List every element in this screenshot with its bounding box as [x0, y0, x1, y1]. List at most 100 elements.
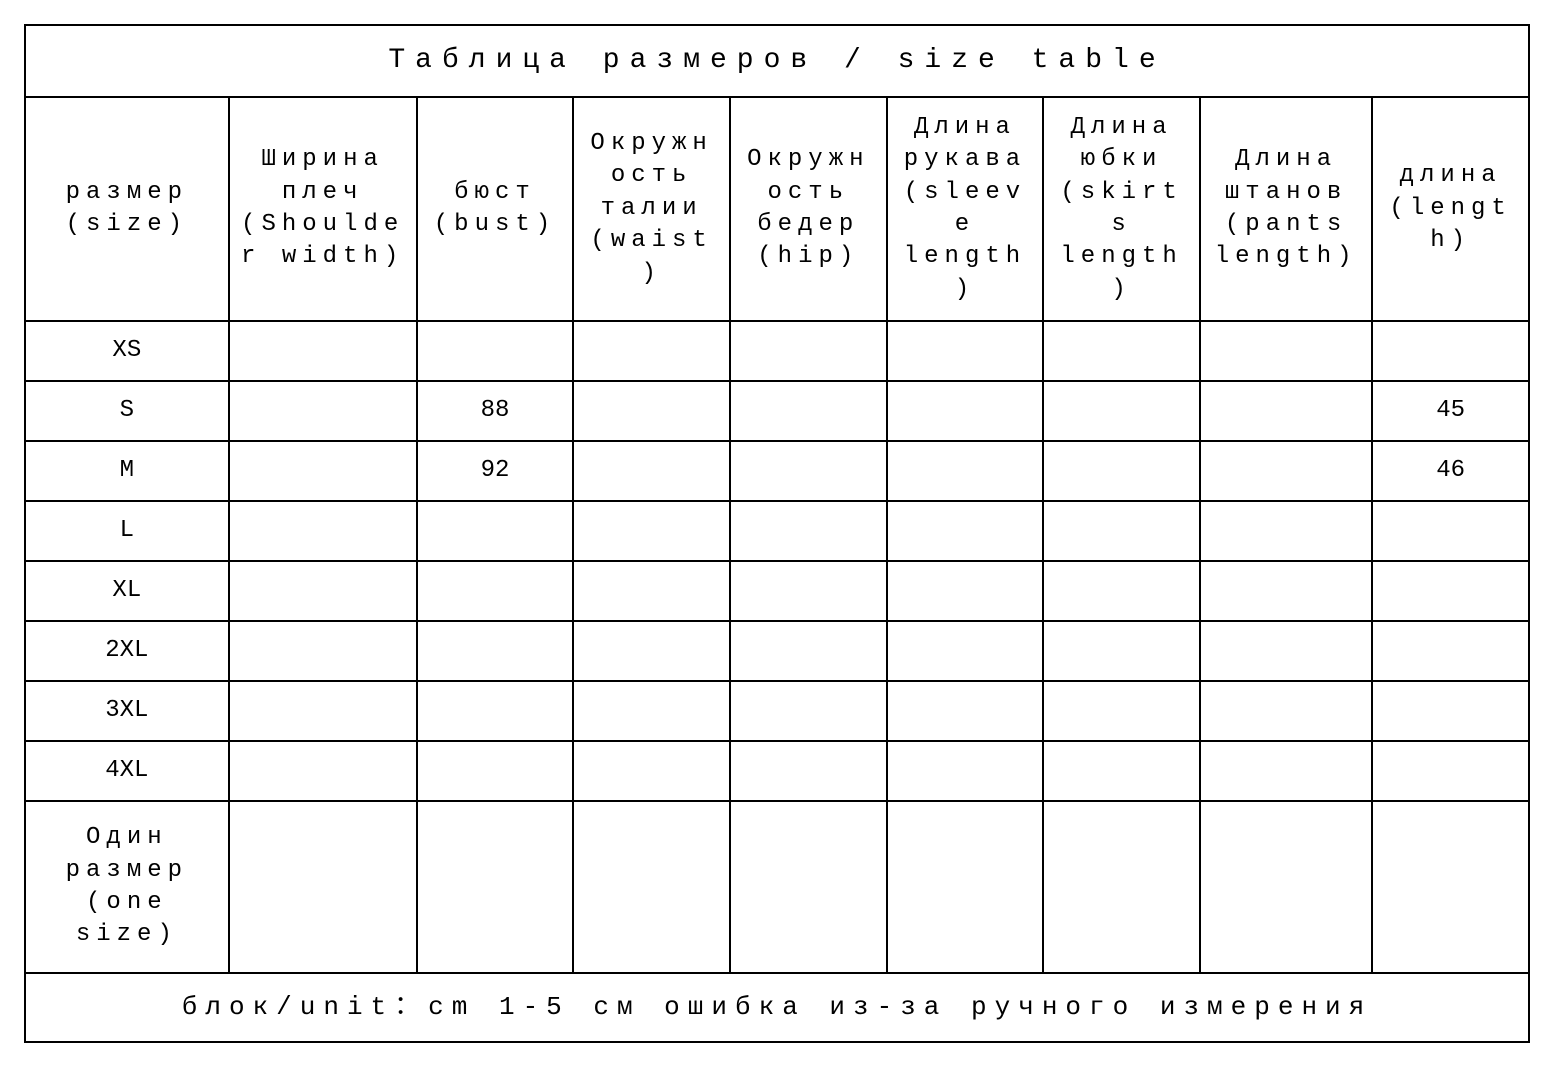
cell-shoulder: [229, 741, 417, 801]
cell-pants: [1200, 681, 1372, 741]
table-row: L: [25, 501, 1529, 561]
cell-size: S: [25, 381, 229, 441]
cell-waist: [573, 441, 730, 501]
cell-length: [1372, 801, 1529, 973]
cell-pants: [1200, 561, 1372, 621]
cell-pants: [1200, 801, 1372, 973]
cell-sleeve: [887, 381, 1044, 441]
size-table: Таблица размеров / size table размер (si…: [24, 24, 1530, 1043]
cell-sleeve: [887, 681, 1044, 741]
cell-length: [1372, 561, 1529, 621]
cell-skirt: [1043, 741, 1200, 801]
cell-bust: [417, 501, 574, 561]
cell-bust: [417, 321, 574, 381]
cell-sleeve: [887, 741, 1044, 801]
cell-bust: [417, 681, 574, 741]
header-length: длина (length): [1372, 97, 1529, 321]
table-row: XS: [25, 321, 1529, 381]
cell-size: 3XL: [25, 681, 229, 741]
cell-skirt: [1043, 321, 1200, 381]
cell-bust: [417, 621, 574, 681]
cell-shoulder: [229, 501, 417, 561]
cell-shoulder: [229, 381, 417, 441]
cell-bust: 88: [417, 381, 574, 441]
cell-waist: [573, 501, 730, 561]
cell-hip: [730, 741, 887, 801]
cell-length: [1372, 681, 1529, 741]
cell-sleeve: [887, 501, 1044, 561]
cell-bust: [417, 561, 574, 621]
cell-sleeve: [887, 441, 1044, 501]
cell-sleeve: [887, 621, 1044, 681]
cell-size: XL: [25, 561, 229, 621]
cell-shoulder: [229, 681, 417, 741]
header-sleeve: Длина рукава (sleeve length): [887, 97, 1044, 321]
cell-shoulder: [229, 621, 417, 681]
cell-length: [1372, 321, 1529, 381]
cell-skirt: [1043, 801, 1200, 973]
cell-pants: [1200, 621, 1372, 681]
cell-bust: [417, 741, 574, 801]
table-row: Один размер (one size): [25, 801, 1529, 973]
cell-skirt: [1043, 561, 1200, 621]
cell-hip: [730, 501, 887, 561]
cell-shoulder: [229, 321, 417, 381]
header-hip: Окружность бедер (hip): [730, 97, 887, 321]
table-row: XL: [25, 561, 1529, 621]
cell-waist: [573, 621, 730, 681]
cell-skirt: [1043, 501, 1200, 561]
table-row: S 88 45: [25, 381, 1529, 441]
cell-size: L: [25, 501, 229, 561]
cell-size: Один размер (one size): [25, 801, 229, 973]
cell-hip: [730, 801, 887, 973]
table-row: 2XL: [25, 621, 1529, 681]
cell-hip: [730, 321, 887, 381]
cell-waist: [573, 381, 730, 441]
cell-hip: [730, 621, 887, 681]
header-waist: Окружность талии (waist): [573, 97, 730, 321]
cell-hip: [730, 381, 887, 441]
header-bust: бюст (bust): [417, 97, 574, 321]
cell-sleeve: [887, 801, 1044, 973]
cell-pants: [1200, 321, 1372, 381]
table-title: Таблица размеров / size table: [25, 25, 1529, 97]
cell-skirt: [1043, 381, 1200, 441]
cell-hip: [730, 681, 887, 741]
cell-waist: [573, 681, 730, 741]
cell-pants: [1200, 441, 1372, 501]
cell-skirt: [1043, 621, 1200, 681]
header-shoulder: Ширина плеч (Shoulder width): [229, 97, 417, 321]
table-row: 3XL: [25, 681, 1529, 741]
cell-waist: [573, 321, 730, 381]
cell-shoulder: [229, 561, 417, 621]
cell-shoulder: [229, 441, 417, 501]
cell-bust: [417, 801, 574, 973]
cell-length: 46: [1372, 441, 1529, 501]
header-skirt: Длина юбки (skirts length): [1043, 97, 1200, 321]
cell-skirt: [1043, 681, 1200, 741]
cell-length: 45: [1372, 381, 1529, 441]
header-size: размер (size): [25, 97, 229, 321]
cell-size: 2XL: [25, 621, 229, 681]
cell-size: XS: [25, 321, 229, 381]
table-header-row: размер (size) Ширина плеч (Shoulder widt…: [25, 97, 1529, 321]
cell-shoulder: [229, 801, 417, 973]
cell-hip: [730, 441, 887, 501]
cell-sleeve: [887, 561, 1044, 621]
cell-length: [1372, 501, 1529, 561]
cell-skirt: [1043, 441, 1200, 501]
header-pants: Длина штанов (pants length): [1200, 97, 1372, 321]
cell-length: [1372, 621, 1529, 681]
cell-bust: 92: [417, 441, 574, 501]
cell-size: M: [25, 441, 229, 501]
table-footer: блок/unit：cm 1-5 см ошибка из-за ручного…: [25, 973, 1529, 1042]
cell-waist: [573, 801, 730, 973]
cell-pants: [1200, 501, 1372, 561]
table-title-row: Таблица размеров / size table: [25, 25, 1529, 97]
table-row: 4XL: [25, 741, 1529, 801]
cell-sleeve: [887, 321, 1044, 381]
table-row: M 92 46: [25, 441, 1529, 501]
cell-size: 4XL: [25, 741, 229, 801]
cell-hip: [730, 561, 887, 621]
cell-pants: [1200, 381, 1372, 441]
